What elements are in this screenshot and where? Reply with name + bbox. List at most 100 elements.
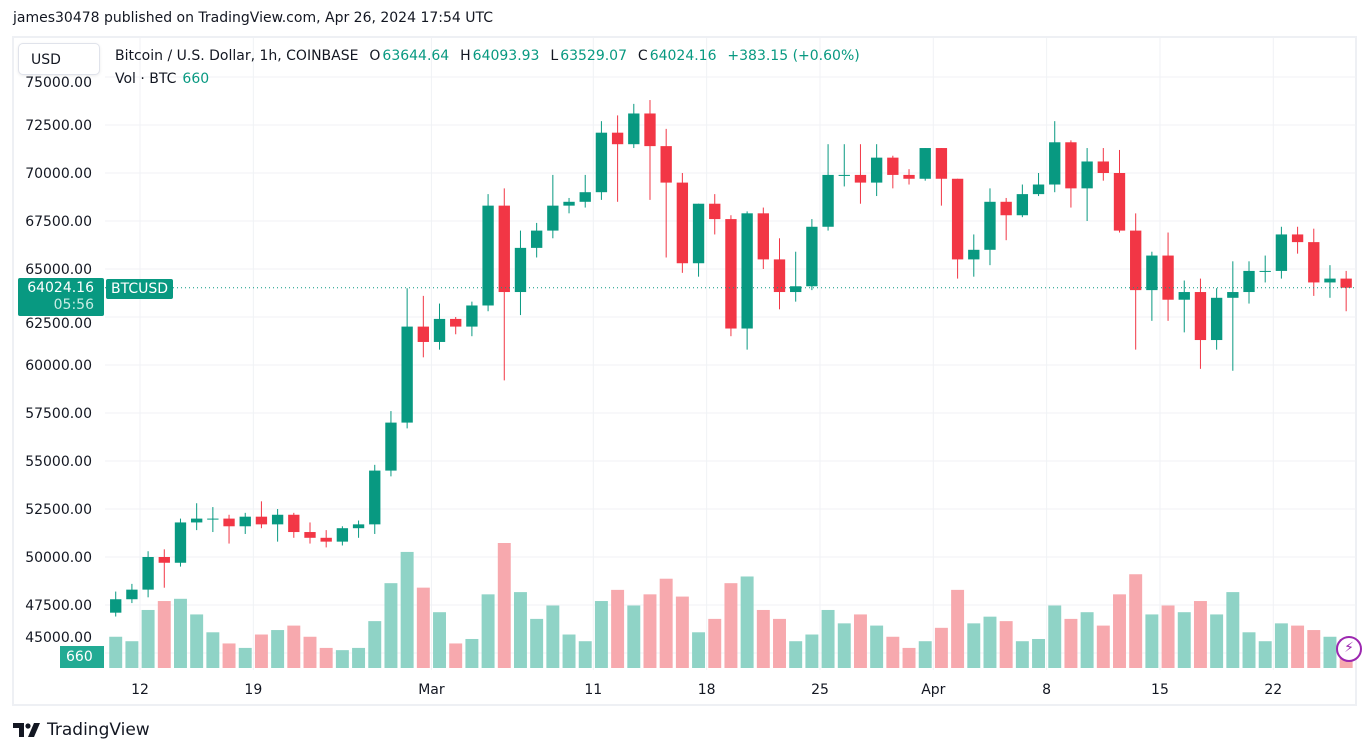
last-price-label: 64024.16 05:56 xyxy=(18,278,104,316)
candle-body xyxy=(887,157,899,175)
volume-bar xyxy=(853,614,867,668)
candle-body xyxy=(207,518,219,520)
price-tick-label: 75000.00 xyxy=(25,75,92,91)
volume-bar xyxy=(1307,630,1321,668)
volume-bar xyxy=(1242,632,1256,668)
time-tick-label: Apr xyxy=(921,682,945,698)
volume-bar xyxy=(530,618,544,668)
volume-bar xyxy=(562,634,576,668)
price-tick-label: 65000.00 xyxy=(25,262,92,278)
candle-body xyxy=(1065,142,1077,189)
tradingview-logo[interactable]: TradingView xyxy=(13,720,150,740)
volume-bar xyxy=(238,647,252,668)
volume-bar xyxy=(271,630,285,668)
candle-body xyxy=(822,174,834,227)
time-tick-label: 22 xyxy=(1264,682,1282,698)
volume-bar xyxy=(692,632,706,668)
candle-body xyxy=(239,516,251,527)
open-value: 63644.64 xyxy=(382,48,450,64)
currency-button[interactable]: USD xyxy=(18,43,100,75)
volume-bar xyxy=(1274,623,1288,668)
volume-legend: Vol · BTC 660 xyxy=(115,71,209,87)
volume-bar xyxy=(611,589,625,668)
last-price: 64024.16 xyxy=(27,280,94,296)
time-tick-label: 8 xyxy=(1042,682,1051,698)
volume-bar xyxy=(416,587,430,668)
candle-body xyxy=(158,557,170,563)
candle-body xyxy=(1308,242,1320,283)
chart-frame xyxy=(12,36,1357,706)
candle-body xyxy=(320,537,332,542)
volume-bar xyxy=(708,618,722,668)
volume-bar xyxy=(675,596,689,668)
candle-body xyxy=(1227,292,1239,298)
volume-bar xyxy=(141,609,155,668)
candle-body xyxy=(126,589,138,600)
candle-body xyxy=(790,286,802,293)
candle-body xyxy=(757,213,769,260)
symbol-legend: Bitcoin / U.S. Dollar, 1h, COINBASE O 636… xyxy=(115,48,862,64)
volume-bar xyxy=(789,641,803,668)
candle-body xyxy=(110,599,122,613)
candle-body xyxy=(385,422,397,471)
candle-body xyxy=(1081,161,1093,189)
time-tick-label: 25 xyxy=(811,682,829,698)
volume-bar xyxy=(109,636,123,668)
volume-bar xyxy=(400,551,414,668)
candle-body xyxy=(498,205,510,293)
time-axis[interactable]: 12 19 Mar 11 18 25 Apr 8 15 22 xyxy=(131,682,1282,698)
volume-bar xyxy=(173,598,187,668)
candle-body xyxy=(547,205,559,231)
time-tick-label: 15 xyxy=(1151,682,1169,698)
volume-bar xyxy=(1080,612,1094,668)
volume-bar xyxy=(983,616,997,668)
price-tick-label: 70000.00 xyxy=(25,166,92,182)
price-tick-label: 52500.00 xyxy=(25,502,92,518)
candle-body xyxy=(1032,184,1045,195)
price-tick-label: 62500.00 xyxy=(25,316,92,332)
candle-body xyxy=(271,514,284,525)
candle-body xyxy=(579,192,591,202)
candle-body xyxy=(1243,270,1255,293)
candle-body xyxy=(951,178,964,260)
candle-body xyxy=(174,522,187,563)
volume-bar xyxy=(627,605,641,668)
candle-body xyxy=(806,226,818,287)
volume-bar xyxy=(951,589,965,668)
volume-bar xyxy=(756,609,770,668)
candles xyxy=(110,100,1352,617)
candle-body xyxy=(725,219,737,329)
time-tick-label: 18 xyxy=(698,682,716,698)
volume-bar xyxy=(319,647,333,668)
price-tick-label: 60000.00 xyxy=(25,358,92,374)
candle-body xyxy=(1097,161,1109,173)
volume-bar xyxy=(578,641,592,668)
volume-bar xyxy=(870,625,884,668)
candle-body xyxy=(984,201,996,250)
candle-body xyxy=(919,148,931,179)
price-tick-label: 57500.00 xyxy=(25,406,92,422)
candle-body xyxy=(482,205,494,306)
volume-bar xyxy=(1064,618,1078,668)
candle-body xyxy=(903,174,915,179)
candle-body xyxy=(255,516,268,525)
candle-body xyxy=(1162,255,1174,300)
volume-bar xyxy=(157,601,171,668)
volume-bar xyxy=(384,583,398,668)
price-axis[interactable]: 45000.00 47500.00 50000.00 52500.00 55000.00… xyxy=(25,75,92,646)
lightning-icon[interactable]: ⚡ xyxy=(1336,636,1362,662)
volume-bar xyxy=(497,543,511,668)
volume-bar xyxy=(659,578,673,668)
volume-bar xyxy=(125,641,139,668)
candle-body xyxy=(369,470,381,525)
candle-body xyxy=(223,518,235,527)
volume-bar xyxy=(287,625,301,668)
candle-body xyxy=(1178,292,1190,300)
candle-body xyxy=(773,259,786,293)
candle-body xyxy=(692,203,705,264)
volume-bar xyxy=(594,601,608,668)
volume-bar xyxy=(837,623,851,668)
price-tick-label: 47500.00 xyxy=(25,598,92,614)
bar-countdown: 05:56 xyxy=(53,297,94,313)
